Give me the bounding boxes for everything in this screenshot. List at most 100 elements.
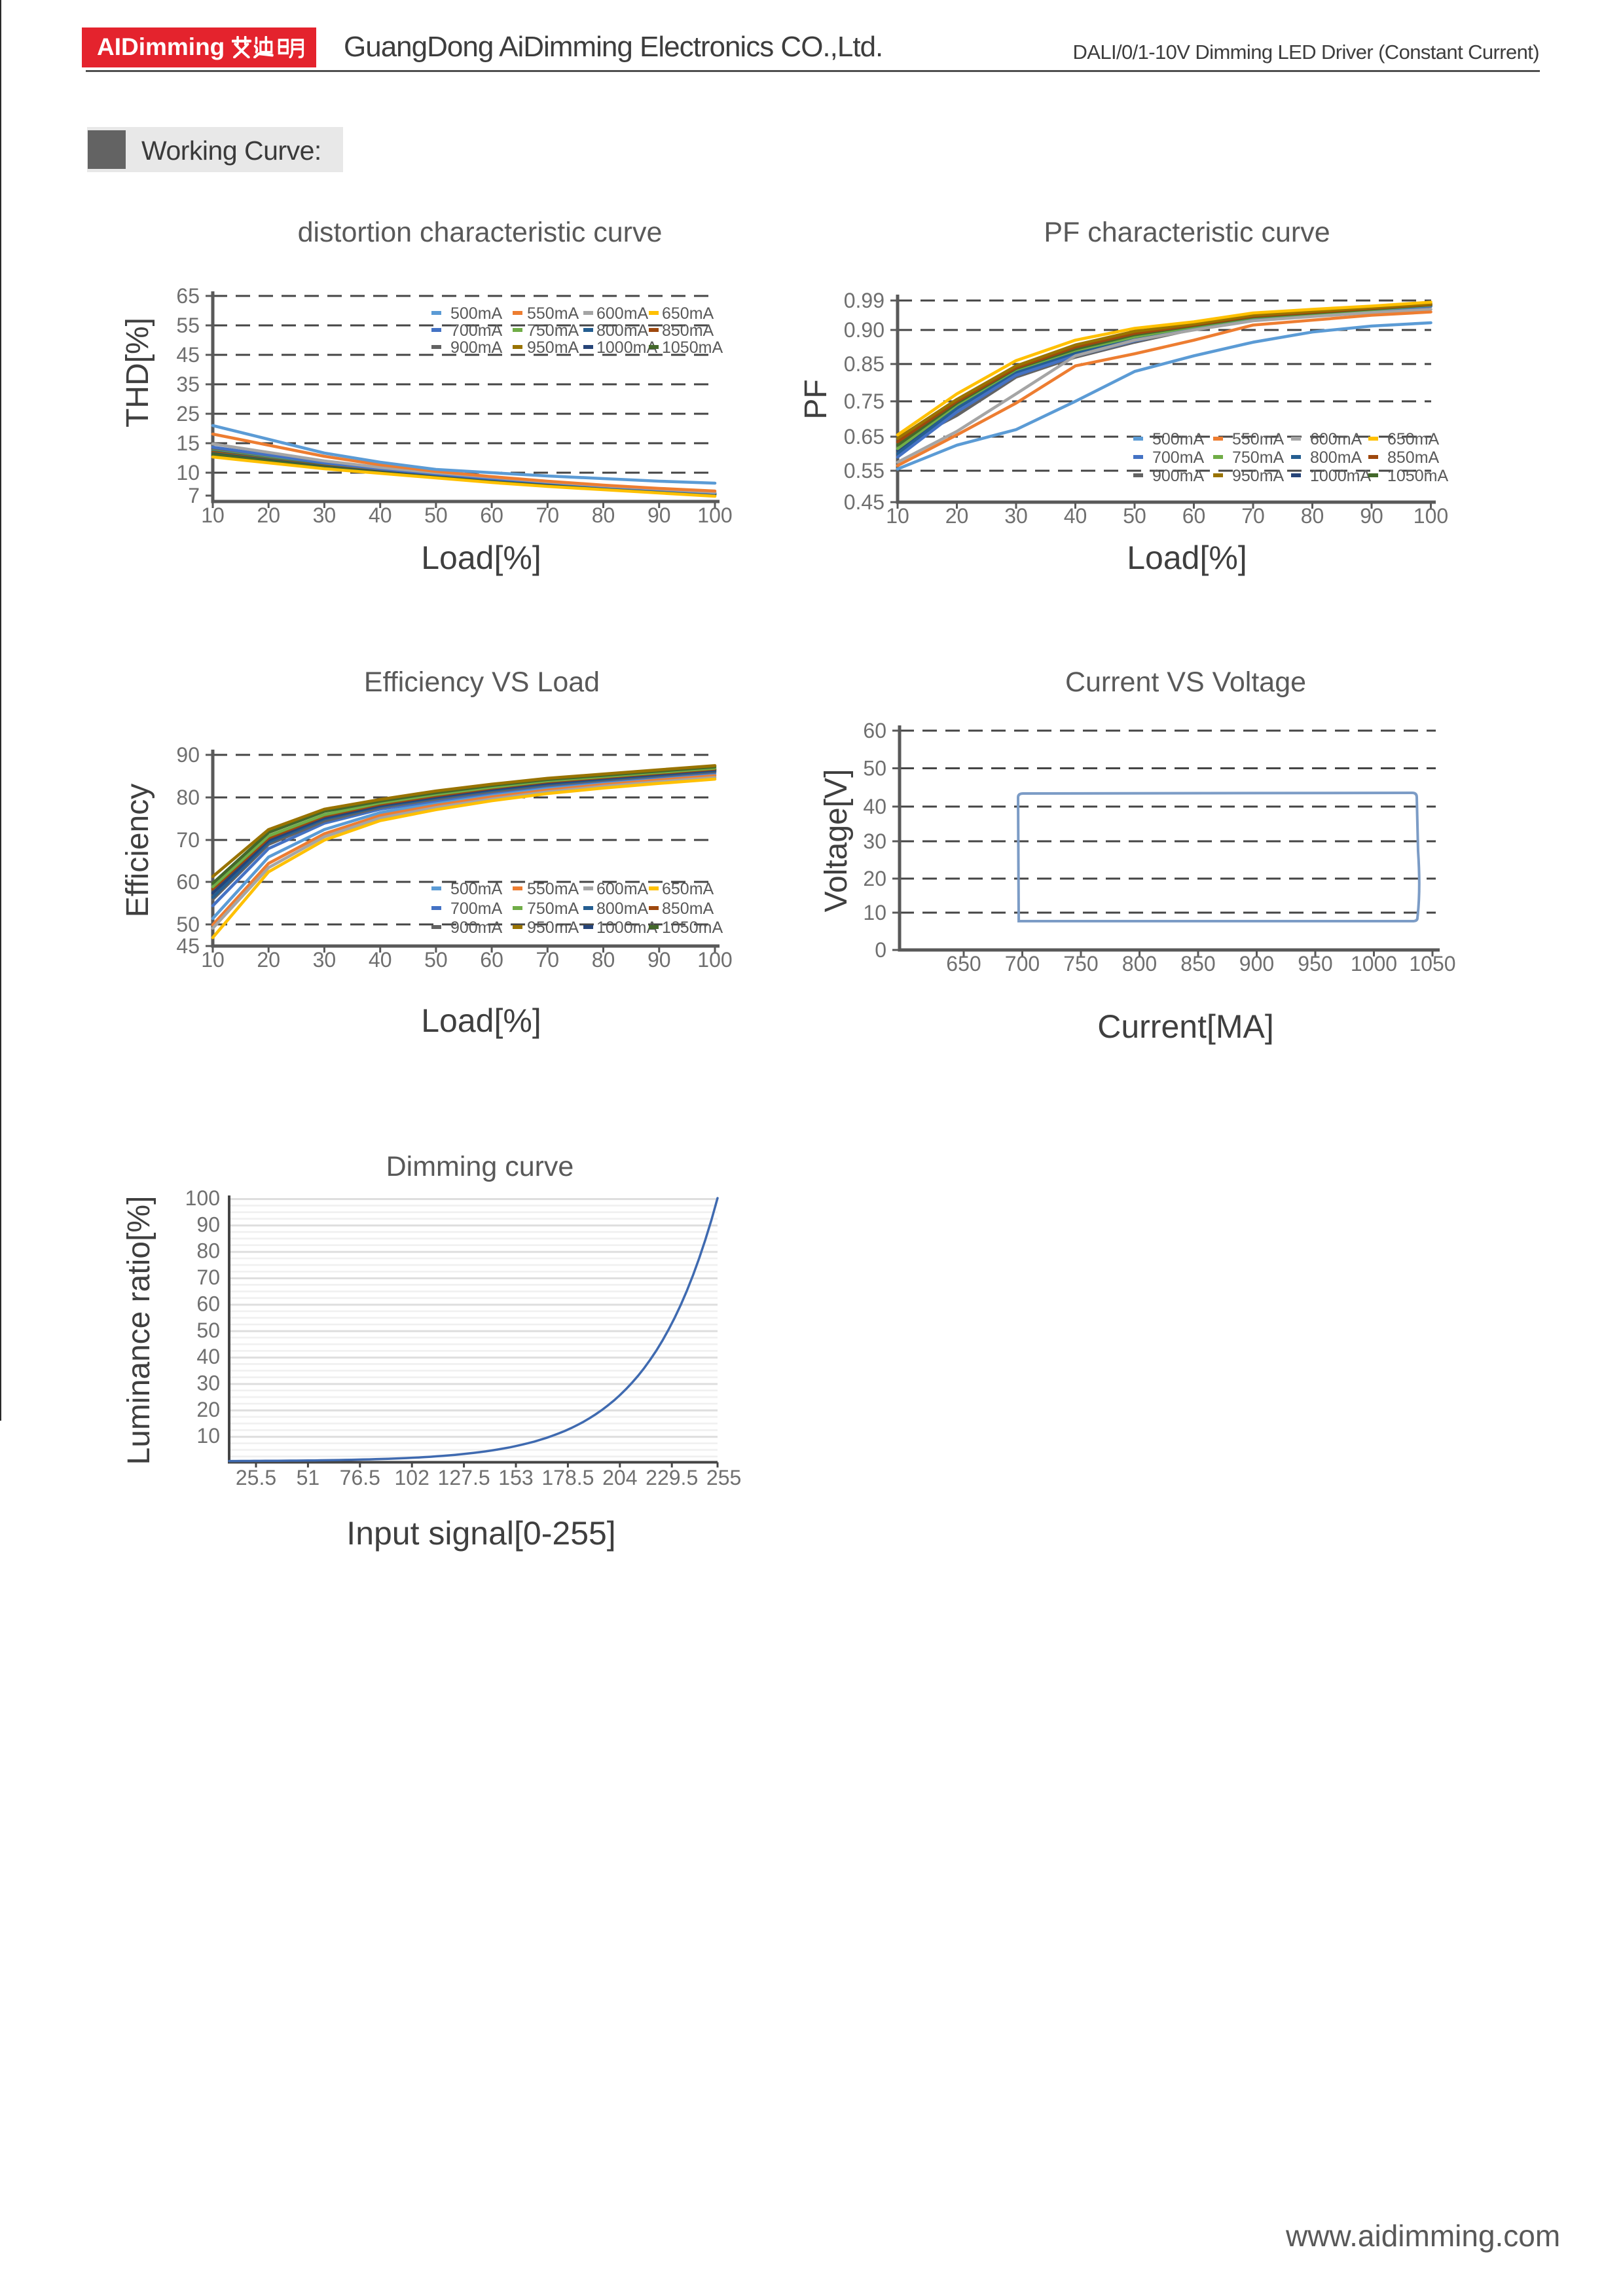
svg-text:30: 30 xyxy=(313,503,337,527)
svg-text:50: 50 xyxy=(1123,504,1146,528)
svg-text:Current VS Voltage: Current VS Voltage xyxy=(1065,666,1306,698)
svg-text:80: 80 xyxy=(592,503,615,527)
svg-text:25: 25 xyxy=(176,402,200,426)
svg-text:60: 60 xyxy=(176,870,200,894)
svg-text:1000mA: 1000mA xyxy=(1310,467,1371,485)
svg-text:204: 204 xyxy=(602,1466,637,1489)
svg-text:45: 45 xyxy=(176,343,200,367)
svg-text:20: 20 xyxy=(945,504,969,528)
svg-text:700mA: 700mA xyxy=(450,321,503,340)
svg-text:10: 10 xyxy=(176,461,200,484)
svg-text:Load[%]: Load[%] xyxy=(1127,539,1247,576)
svg-text:650mA: 650mA xyxy=(662,304,714,323)
svg-text:750: 750 xyxy=(1063,952,1098,975)
svg-text:229.5: 229.5 xyxy=(646,1466,698,1489)
svg-text:55: 55 xyxy=(176,314,200,337)
svg-text:Luminance ratio[%]: Luminance ratio[%] xyxy=(122,1196,156,1465)
svg-text:127.5: 127.5 xyxy=(438,1466,490,1489)
svg-text:40: 40 xyxy=(369,948,392,972)
svg-text:45: 45 xyxy=(176,934,200,958)
svg-text:900mA: 900mA xyxy=(450,919,503,937)
svg-text:100: 100 xyxy=(697,503,732,527)
svg-text:60: 60 xyxy=(196,1292,220,1315)
svg-text:50: 50 xyxy=(176,913,200,936)
svg-text:700mA: 700mA xyxy=(1152,448,1205,467)
svg-text:90: 90 xyxy=(647,948,671,972)
svg-text:10: 10 xyxy=(201,503,225,527)
svg-text:10: 10 xyxy=(886,504,909,528)
svg-text:70: 70 xyxy=(536,948,560,972)
svg-text:50: 50 xyxy=(424,503,448,527)
svg-text:60: 60 xyxy=(480,948,503,972)
svg-text:0.90: 0.90 xyxy=(844,318,884,342)
svg-text:35: 35 xyxy=(176,373,200,396)
svg-text:30: 30 xyxy=(196,1371,220,1394)
svg-text:650mA: 650mA xyxy=(662,880,714,898)
svg-text:90: 90 xyxy=(647,503,671,527)
svg-text:900mA: 900mA xyxy=(1152,467,1205,485)
svg-text:Voltage[V]: Voltage[V] xyxy=(819,769,854,913)
svg-text:distortion characteristic curv: distortion characteristic curve xyxy=(298,217,663,248)
svg-text:PF characteristic curve: PF characteristic curve xyxy=(1044,217,1330,248)
svg-text:51: 51 xyxy=(297,1466,320,1489)
svg-text:40: 40 xyxy=(196,1345,220,1368)
svg-text:80: 80 xyxy=(1301,504,1324,528)
svg-text:800mA: 800mA xyxy=(596,321,649,340)
svg-text:90: 90 xyxy=(176,743,200,767)
svg-text:950: 950 xyxy=(1298,952,1332,975)
svg-text:Load[%]: Load[%] xyxy=(421,1002,541,1039)
svg-text:500mA: 500mA xyxy=(450,304,503,323)
svg-text:0.99: 0.99 xyxy=(844,289,884,312)
svg-text:50: 50 xyxy=(863,757,886,780)
svg-text:850mA: 850mA xyxy=(662,321,714,340)
svg-text:7: 7 xyxy=(188,484,200,507)
svg-text:100: 100 xyxy=(185,1186,220,1210)
svg-text:800: 800 xyxy=(1122,952,1157,975)
svg-text:650: 650 xyxy=(946,952,981,975)
svg-text:80: 80 xyxy=(196,1239,220,1263)
svg-text:76.5: 76.5 xyxy=(340,1466,380,1489)
svg-text:800mA: 800mA xyxy=(596,900,649,918)
svg-text:0.85: 0.85 xyxy=(844,352,884,376)
svg-text:25.5: 25.5 xyxy=(236,1466,276,1489)
svg-text:0: 0 xyxy=(875,938,886,962)
svg-text:950mA: 950mA xyxy=(527,919,579,937)
svg-text:80: 80 xyxy=(592,948,615,972)
svg-text:60: 60 xyxy=(1182,504,1206,528)
svg-text:750mA: 750mA xyxy=(527,321,579,340)
svg-text:Dimming curve: Dimming curve xyxy=(386,1151,574,1182)
svg-text:900mA: 900mA xyxy=(450,338,503,357)
svg-text:30: 30 xyxy=(313,948,337,972)
svg-text:0.75: 0.75 xyxy=(844,390,884,413)
svg-text:40: 40 xyxy=(1064,504,1087,528)
svg-text:15: 15 xyxy=(176,431,200,455)
svg-text:1000mA: 1000mA xyxy=(596,919,657,937)
svg-text:90: 90 xyxy=(1360,504,1383,528)
svg-text:10: 10 xyxy=(196,1424,220,1448)
svg-text:40: 40 xyxy=(863,795,886,818)
svg-text:700mA: 700mA xyxy=(450,900,503,918)
svg-text:20: 20 xyxy=(863,867,886,890)
svg-text:600mA: 600mA xyxy=(1310,430,1362,448)
svg-text:255: 255 xyxy=(706,1466,741,1489)
svg-text:Efficiency VS Load: Efficiency VS Load xyxy=(364,666,600,698)
svg-text:Load[%]: Load[%] xyxy=(421,539,541,576)
svg-text:750mA: 750mA xyxy=(1232,448,1285,467)
svg-text:60: 60 xyxy=(863,719,886,742)
svg-text:30: 30 xyxy=(863,829,886,853)
svg-text:20: 20 xyxy=(196,1398,220,1421)
svg-text:0.45: 0.45 xyxy=(844,490,884,514)
svg-text:1050mA: 1050mA xyxy=(1387,467,1448,485)
svg-text:100: 100 xyxy=(697,948,732,972)
svg-text:20: 20 xyxy=(257,503,280,527)
svg-text:70: 70 xyxy=(176,828,200,852)
svg-text:PF: PF xyxy=(799,379,833,419)
svg-text:102: 102 xyxy=(395,1466,429,1489)
svg-text:153: 153 xyxy=(498,1466,533,1489)
svg-text:600mA: 600mA xyxy=(596,880,649,898)
svg-text:90: 90 xyxy=(196,1212,220,1236)
svg-text:THD[%]: THD[%] xyxy=(120,318,155,428)
svg-text:900: 900 xyxy=(1239,952,1274,975)
svg-text:Current[MA]: Current[MA] xyxy=(1097,1008,1274,1045)
svg-text:650mA: 650mA xyxy=(1387,430,1440,448)
